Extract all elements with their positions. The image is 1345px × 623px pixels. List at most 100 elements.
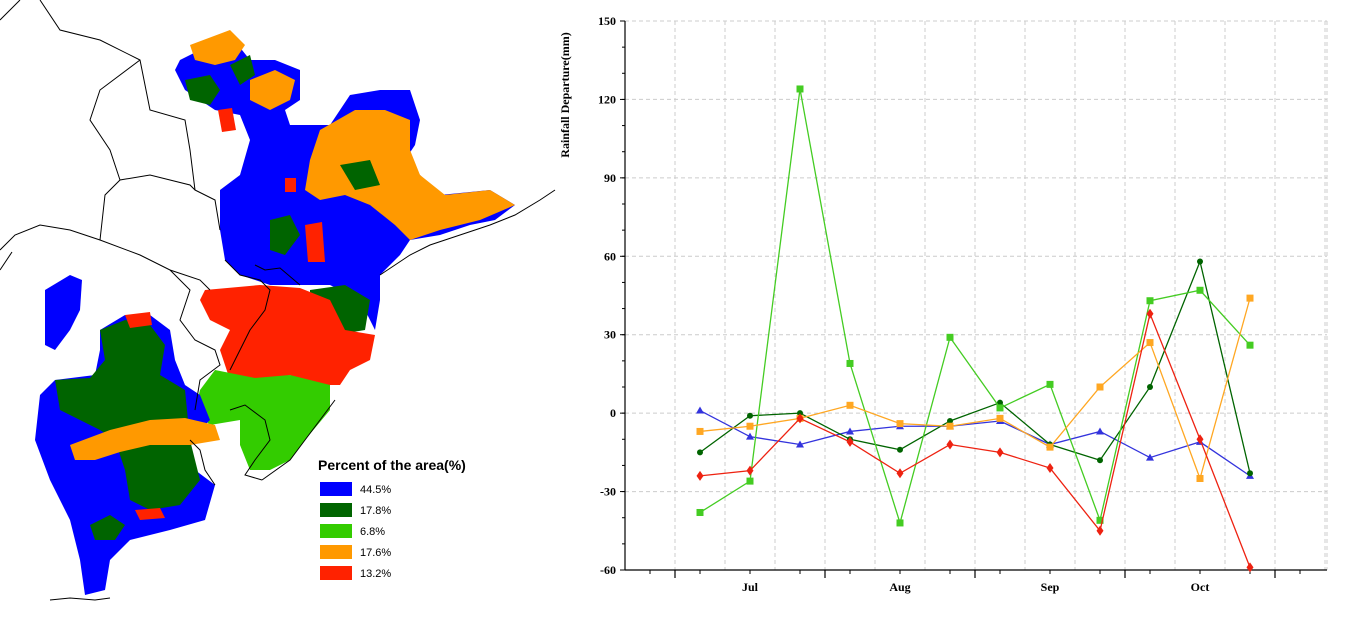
chart-grid bbox=[625, 20, 1328, 570]
legend-label-4: 13.2% bbox=[360, 568, 391, 580]
map-border-line bbox=[89, 59, 141, 181]
map-region-red-small2 bbox=[218, 108, 236, 132]
y-tick-label: 60 bbox=[604, 249, 616, 263]
series-4-point bbox=[1246, 562, 1254, 573]
legend-swatch-1 bbox=[320, 503, 352, 517]
legend-swatch-2 bbox=[320, 524, 352, 538]
series-2-point bbox=[746, 477, 754, 485]
map-region-red-top-sw bbox=[125, 312, 152, 328]
map-region-orange-n1 bbox=[190, 30, 245, 65]
x-tick-label-sep: Sep bbox=[1041, 580, 1060, 594]
map-region-blue-west-island bbox=[45, 275, 82, 350]
map-border-line bbox=[49, 597, 111, 601]
map-legend-entry: 17.8% bbox=[320, 503, 391, 517]
map-region-green-n2 bbox=[230, 55, 255, 85]
map-region-green-mid1 bbox=[270, 215, 300, 255]
series-2-point bbox=[1196, 286, 1204, 294]
legend-label-2: 6.8% bbox=[360, 526, 385, 538]
map-region-lightgreen-south bbox=[195, 370, 330, 470]
map-region-green-n1 bbox=[185, 75, 220, 105]
series-1-point bbox=[697, 449, 703, 456]
chart-axes: -60 -30 0 30 60 90 120 150 Jul Aug Sep Oct bbox=[598, 14, 1327, 594]
map-border-line bbox=[254, 264, 301, 286]
series-4-point bbox=[1096, 525, 1104, 536]
series-0-point bbox=[746, 432, 754, 440]
series-2-point bbox=[1096, 516, 1104, 524]
series-0-point bbox=[1096, 427, 1104, 435]
series-3-point bbox=[1246, 294, 1254, 302]
x-tick-label-jul: Jul bbox=[742, 580, 759, 594]
legend-swatch-3 bbox=[320, 545, 352, 559]
series-2-point bbox=[996, 404, 1004, 412]
series-2-point bbox=[946, 333, 954, 341]
map-border-line bbox=[229, 404, 271, 481]
x-tick-label-aug: Aug bbox=[889, 580, 910, 594]
map-region-fills bbox=[35, 30, 515, 595]
y-tick-label: 30 bbox=[604, 328, 616, 342]
series-line-0 bbox=[699, 409, 1251, 477]
series-3-point bbox=[996, 414, 1004, 422]
series-3-point bbox=[746, 422, 754, 430]
map-border-line bbox=[224, 259, 271, 371]
series-1-point bbox=[1197, 258, 1203, 265]
series-1-point bbox=[1147, 384, 1153, 390]
series-0-point bbox=[796, 440, 804, 448]
series-2-point bbox=[1146, 297, 1154, 305]
series-4-point bbox=[1196, 434, 1204, 445]
series-0-point bbox=[696, 406, 704, 414]
series-3-point bbox=[1146, 339, 1154, 347]
series-0-point bbox=[1146, 453, 1154, 461]
rainfall-map-panel: Percent of the area(%) 44.5% 17.8% 6.8% … bbox=[0, 0, 560, 618]
chart-series bbox=[696, 85, 1254, 573]
series-2-point bbox=[1046, 380, 1054, 388]
map-border-line bbox=[189, 439, 216, 486]
map-border-line bbox=[261, 399, 336, 481]
series-2-point bbox=[846, 359, 854, 367]
series-0-point bbox=[846, 427, 854, 435]
series-1-point bbox=[1097, 457, 1103, 464]
series-line-3 bbox=[699, 297, 1251, 481]
map-region-red-small3 bbox=[285, 178, 296, 192]
map-border-line bbox=[169, 269, 221, 411]
series-1-point bbox=[1247, 470, 1253, 477]
y-tick-label: -30 bbox=[600, 485, 616, 499]
legend-swatch-4 bbox=[320, 566, 352, 580]
map-region-red-south bbox=[200, 285, 375, 385]
map-region-green-south-lower bbox=[90, 515, 125, 540]
legend-label-3: 17.6% bbox=[360, 547, 391, 559]
series-4-point bbox=[796, 413, 804, 424]
series-1-point bbox=[797, 410, 803, 417]
rainfall-departure-chart: -60 -30 0 30 60 90 120 150 Jul Aug Sep Oct Rainfall… bbox=[558, 14, 1328, 594]
series-4-point bbox=[1146, 308, 1154, 319]
map-region-green-mid2 bbox=[340, 160, 380, 190]
map-borders bbox=[0, 0, 556, 601]
series-1-point bbox=[747, 412, 753, 419]
y-axis-title: Rainfall Departure(mm) bbox=[558, 32, 572, 157]
map-border-line bbox=[0, 224, 211, 291]
series-4-point bbox=[946, 439, 954, 450]
map-region-orange-ne bbox=[305, 110, 515, 240]
series-2-point bbox=[696, 508, 704, 516]
map-legend-title: Percent of the area(%) bbox=[318, 457, 466, 473]
series-2-point bbox=[1246, 341, 1254, 349]
map-region-orange-band bbox=[70, 418, 220, 460]
series-1-point bbox=[897, 446, 903, 453]
series-3-point bbox=[896, 420, 904, 428]
map-region-red-south-small bbox=[135, 508, 165, 520]
y-tick-label: -60 bbox=[600, 563, 616, 577]
map-border-line bbox=[99, 174, 196, 241]
series-3-point bbox=[846, 401, 854, 409]
map-region-orange-n2 bbox=[250, 70, 295, 110]
series-4-point bbox=[696, 470, 704, 481]
map-border-line bbox=[0, 0, 21, 21]
series-3-point bbox=[946, 422, 954, 430]
map-legend-entry: 13.2% bbox=[320, 566, 391, 580]
series-1-point bbox=[947, 417, 953, 424]
map-border-line bbox=[379, 189, 556, 276]
y-tick-label: 90 bbox=[604, 171, 616, 185]
series-4-point bbox=[996, 447, 1004, 458]
map-border-line bbox=[39, 0, 221, 231]
series-line-2 bbox=[699, 88, 1251, 526]
map-region-green-south-west bbox=[55, 320, 200, 510]
x-tick-label-oct: Oct bbox=[1191, 580, 1210, 594]
